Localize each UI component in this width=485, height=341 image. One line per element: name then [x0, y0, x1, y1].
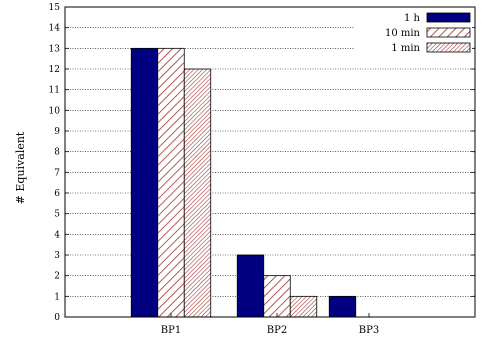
y-tick-label: 14 [49, 24, 61, 34]
plot-frame [64, 6, 476, 318]
bar-bp2-2 [289, 295, 318, 318]
x-axis-labels: BP1 BP2 BP3 [161, 313, 379, 336]
x-tick-label: BP2 [267, 325, 287, 336]
legend-label: 10 min [385, 28, 421, 39]
y-tick-label: 13 [49, 44, 61, 54]
legend-label: 1 min [391, 43, 420, 54]
bar-bp3-0 [328, 295, 357, 318]
y-tick-label: 1 [54, 292, 60, 302]
y-tick-label: 4 [54, 230, 60, 240]
y-tick-label: 3 [54, 251, 60, 261]
bar-bp1-2 [183, 68, 212, 318]
y-tick-label: 15 [49, 3, 61, 13]
y-tick-label: 12 [49, 65, 60, 75]
y-tick-label: 2 [54, 272, 60, 282]
gridlines [65, 27, 475, 297]
y-tick-label: 0 [54, 313, 60, 323]
legend-swatch-0 [426, 12, 471, 23]
bars [130, 47, 357, 318]
x-tick-label: BP1 [161, 325, 181, 336]
legend-swatch-2 [426, 42, 471, 53]
legend-swatch-1 [426, 27, 471, 38]
bar-bp1-0 [130, 47, 159, 318]
legend-label: 1 h [404, 13, 421, 24]
y-tick-label: 9 [54, 127, 60, 137]
y-tick-label: 5 [54, 210, 60, 220]
y-tick-label: 10 [49, 106, 61, 116]
bar-bp1-1 [157, 47, 185, 318]
y-tick-label: 6 [54, 189, 60, 199]
bar-bp2-0 [236, 254, 265, 318]
bar-bp2-1 [263, 275, 291, 318]
y-axis-label: # Equivalent [14, 131, 27, 204]
x-tick-label: BP3 [359, 325, 379, 336]
y-tick-label: 7 [54, 168, 60, 178]
y-tick-label: 11 [49, 86, 60, 96]
y-tick-label: 8 [54, 148, 60, 158]
legend: 1 h 10 min 1 min [355, 10, 472, 56]
